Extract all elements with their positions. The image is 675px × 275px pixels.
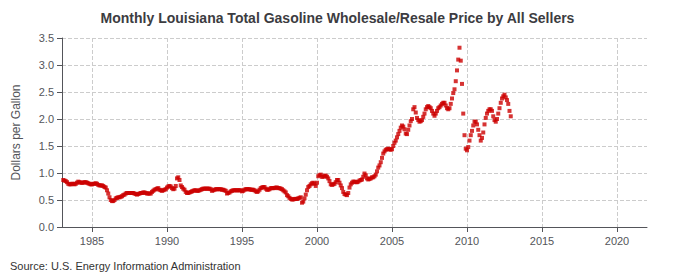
svg-text:Dollars per Gallon: Dollars per Gallon [9, 84, 23, 180]
svg-text:1.5: 1.5 [39, 140, 54, 152]
svg-text:1.0: 1.0 [39, 167, 54, 179]
svg-text:1985: 1985 [80, 235, 104, 247]
svg-text:2.0: 2.0 [39, 113, 54, 125]
svg-text:2015: 2015 [530, 235, 554, 247]
svg-text:2010: 2010 [455, 235, 479, 247]
svg-text:0.0: 0.0 [39, 221, 54, 233]
svg-text:2.5: 2.5 [39, 86, 54, 98]
svg-text:1990: 1990 [155, 235, 179, 247]
svg-text:1995: 1995 [230, 235, 254, 247]
svg-text:Monthly Louisiana Total Gasoli: Monthly Louisiana Total Gasoline Wholesa… [101, 10, 575, 26]
svg-text:3.5: 3.5 [39, 32, 54, 44]
svg-text:3.0: 3.0 [39, 59, 54, 71]
svg-text:2000: 2000 [305, 235, 329, 247]
svg-text:Source: U.S. Energy Informatio: Source: U.S. Energy Information Administ… [10, 260, 241, 272]
svg-text:2005: 2005 [380, 235, 404, 247]
svg-text:2020: 2020 [605, 235, 629, 247]
svg-text:0.5: 0.5 [39, 194, 54, 206]
